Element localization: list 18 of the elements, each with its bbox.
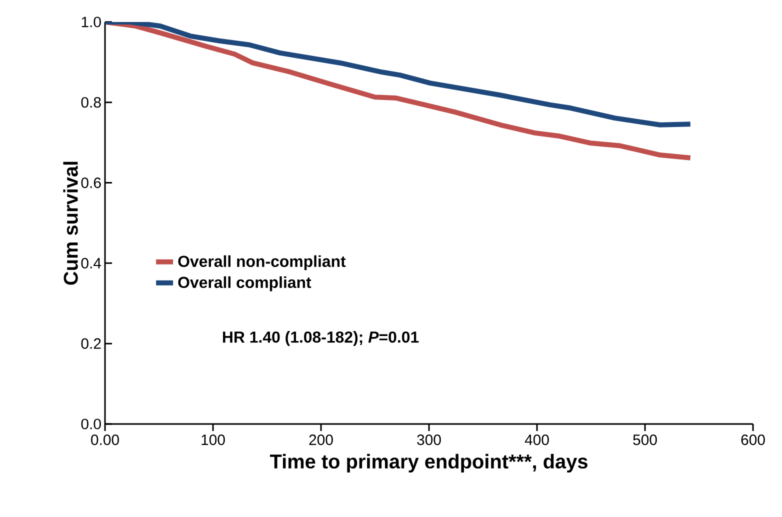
y-tick-label: 0.2: [81, 338, 101, 349]
y-tick-label: 0.0: [81, 418, 101, 430]
legend-label: Overall compliant: [178, 276, 312, 292]
y-tick-label: 0.4: [81, 258, 102, 268]
x-tick-label: 500: [633, 434, 657, 446]
x-tick-label: 600: [741, 434, 765, 446]
y-tick-label: 0.8: [81, 97, 101, 108]
y-tick-label: 0.6: [81, 177, 101, 188]
x-tick-label: 300: [417, 434, 441, 446]
x-tick-label: 100: [202, 434, 225, 446]
y-tick-label: 1.0: [82, 16, 101, 28]
x-tick-label: 400: [524, 434, 549, 446]
x-axis-title: Time to primary endpoint***, days: [270, 454, 588, 473]
legend-label: Overall non-compliant: [178, 255, 346, 270]
y-axis-title: Cum survival: [63, 162, 78, 285]
annotation: HR 1.40 (1.08-182); P=0.01: [222, 331, 419, 346]
x-tick-label: 0.00: [91, 434, 119, 446]
x-tick-label: 200: [309, 434, 333, 446]
